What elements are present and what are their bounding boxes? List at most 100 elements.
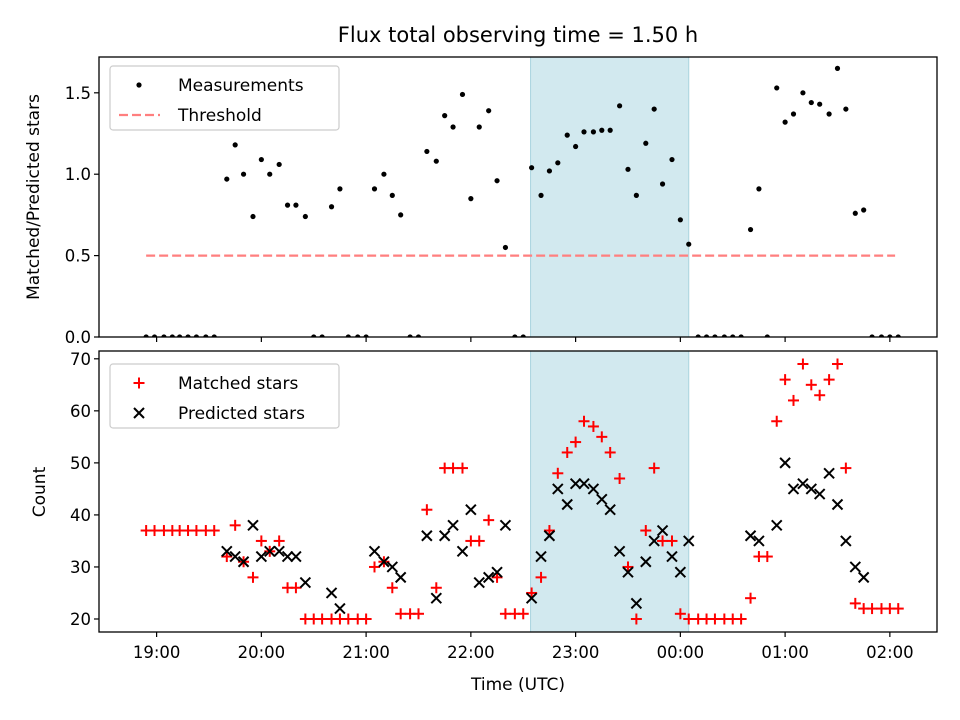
- bottom-xtick-label-2: 21:00: [342, 643, 390, 662]
- bottom-series-1-point-39: [640, 556, 652, 568]
- bottom-series-1-point-36-b: [613, 545, 626, 558]
- bottom-xtick-label-1: 20:00: [238, 643, 286, 662]
- bottom-ytick-label-4: 60: [70, 402, 91, 421]
- bottom-series-1-point-0: [221, 545, 233, 558]
- bottom-xtick-label-7: 02:00: [866, 643, 914, 662]
- bottom-series-1-point-47: [771, 519, 783, 532]
- bottom-series-1-point-44: [683, 535, 695, 547]
- bottom-shaded-region: [530, 350, 690, 633]
- bottom-series-1-point-55-b: [840, 535, 852, 547]
- bottom-series-1-point-42-b: [666, 550, 678, 563]
- bottom-series-0-point-31: [412, 608, 424, 620]
- top-series-0-point-16: [284, 202, 291, 208]
- bottom-series-1-point-40: [648, 535, 660, 547]
- bottom-series-0-point-35: [447, 462, 459, 474]
- bottom-series-1-point-13-b: [378, 556, 390, 568]
- bottom-series-0-point-28: [386, 582, 398, 594]
- bottom-series-1-point-1-b: [229, 550, 241, 563]
- bottom-series-0-point-6: [190, 525, 202, 537]
- bottom-series-0-point-23: [342, 613, 354, 625]
- top-series-0-point-57: [643, 140, 649, 146]
- bottom-series-1-point-3-b: [247, 519, 259, 532]
- bottom-legend-box: [109, 363, 340, 429]
- bottom-legend-entry-0-label: Matched stars: [178, 374, 298, 394]
- bottom-series-0-point-44: [526, 587, 538, 599]
- bottom-series-1-point-32-b: [578, 477, 590, 490]
- bottom-series-1-point-47-b: [771, 519, 783, 532]
- bottom-series-1-point-33: [587, 483, 600, 495]
- top-ytick-label-2: 1.0: [65, 165, 91, 184]
- top-series-0-point-38: [476, 124, 482, 130]
- top-series-0-point-81: [852, 210, 858, 216]
- bottom-series-1-point-23: [482, 571, 495, 584]
- bottom-series-0-point-45: [535, 571, 547, 583]
- top-series-0-point-44: [529, 165, 535, 171]
- bottom-series-1-point-41: [656, 524, 669, 537]
- bottom-series-1-point-24: [491, 566, 503, 578]
- top-series-0-point-78: [826, 111, 832, 117]
- top-legend-entry-0-marker: [136, 82, 142, 88]
- bottom-series-1-point-46-b: [753, 535, 765, 547]
- bottom-series-1-point-31: [569, 477, 582, 490]
- bottom-series-1-point-23-b: [482, 571, 495, 584]
- bottom-legend-entry-1-label: Predicted stars: [178, 404, 305, 424]
- top-series-0-point-9: [224, 176, 230, 182]
- top-series-0-point-61: [677, 217, 683, 223]
- bottom-series-1-point-41-b: [656, 524, 669, 537]
- top-series-0-point-72: [774, 85, 780, 91]
- top-axes-frame: [98, 56, 938, 338]
- top-series-0-point-53: [607, 127, 613, 133]
- bottom-series-0-point-29: [395, 608, 407, 620]
- bottom-series-1-point-17-b: [430, 592, 443, 604]
- bottom-series-0-point-69: [745, 592, 757, 604]
- bottom-series-0-point-26: [368, 561, 380, 573]
- bottom-series-1-point-18: [438, 530, 451, 542]
- bottom-series-0-point-13: [255, 535, 267, 547]
- bottom-series-1-point-35: [604, 504, 616, 516]
- bottom-series-1-point-27-b: [535, 550, 547, 563]
- bottom-panel: 20 30 40 50 60 70 19:00 20:00 21:00 22:00 23:00 00:…: [70, 350, 938, 662]
- bottom-series-1-point-30: [561, 498, 573, 511]
- top-y-axis-label: Matched/Predicted stars: [24, 94, 44, 300]
- chart-title: Flux total observing time = 1.50 h: [338, 23, 698, 47]
- top-series-0-point-21: [328, 204, 335, 210]
- bottom-series-1-point-16-b: [421, 530, 433, 542]
- bottom-series-1-point-52: [813, 488, 826, 500]
- bottom-series-1-point-17: [430, 592, 443, 604]
- bottom-series-0-point-58: [648, 462, 660, 474]
- top-series-0-point-52: [599, 127, 605, 133]
- top-series-0-point-37: [468, 196, 474, 202]
- bottom-ytick-label-2: 40: [70, 506, 91, 525]
- bottom-series-1-point-5-b: [264, 545, 276, 558]
- bottom-series-1-point-43-b: [674, 566, 687, 578]
- bottom-series-0-point-78: [823, 374, 835, 386]
- bottom-series-1-point-10: [325, 587, 338, 599]
- bottom-series-0-point-20: [316, 613, 328, 625]
- bottom-legend-entry-1-marker-b: [133, 407, 145, 419]
- bottom-series-0-point-25: [360, 613, 372, 625]
- bottom-series-0-point-38: [473, 535, 485, 547]
- bottom-series-1-point-43: [674, 566, 687, 578]
- bottom-series-1-point-22-b: [473, 576, 485, 589]
- bottom-series-1-point-36: [613, 545, 626, 558]
- top-series-0-point-80: [843, 106, 849, 112]
- bottom-ytick-label-3: 50: [70, 454, 91, 473]
- top-series-0-point-32: [424, 148, 430, 155]
- top-series-0-point-10: [232, 142, 238, 148]
- bottom-series-1-point-11: [334, 602, 346, 615]
- bottom-series-1-point-24-b: [491, 566, 503, 578]
- bottom-series-0-point-86: [892, 603, 904, 615]
- top-series-0-point-33: [433, 158, 439, 164]
- bottom-series-1-point-35-b: [604, 504, 616, 516]
- bottom-series-0-point-8: [208, 525, 220, 537]
- bottom-series-0-point-15: [273, 535, 285, 547]
- bottom-series-1-point-16: [421, 530, 433, 542]
- bottom-series-1-point-0-b: [221, 545, 233, 558]
- top-series-0-point-74: [790, 111, 797, 117]
- top-series-0-point-22: [337, 186, 343, 192]
- bottom-series-0-point-57: [640, 525, 652, 537]
- top-series-0-point-70: [756, 186, 762, 192]
- top-series-0-point-60: [669, 156, 675, 163]
- bottom-legend-entry-0-marker: [133, 377, 145, 389]
- top-series-0-point-48: [564, 132, 570, 138]
